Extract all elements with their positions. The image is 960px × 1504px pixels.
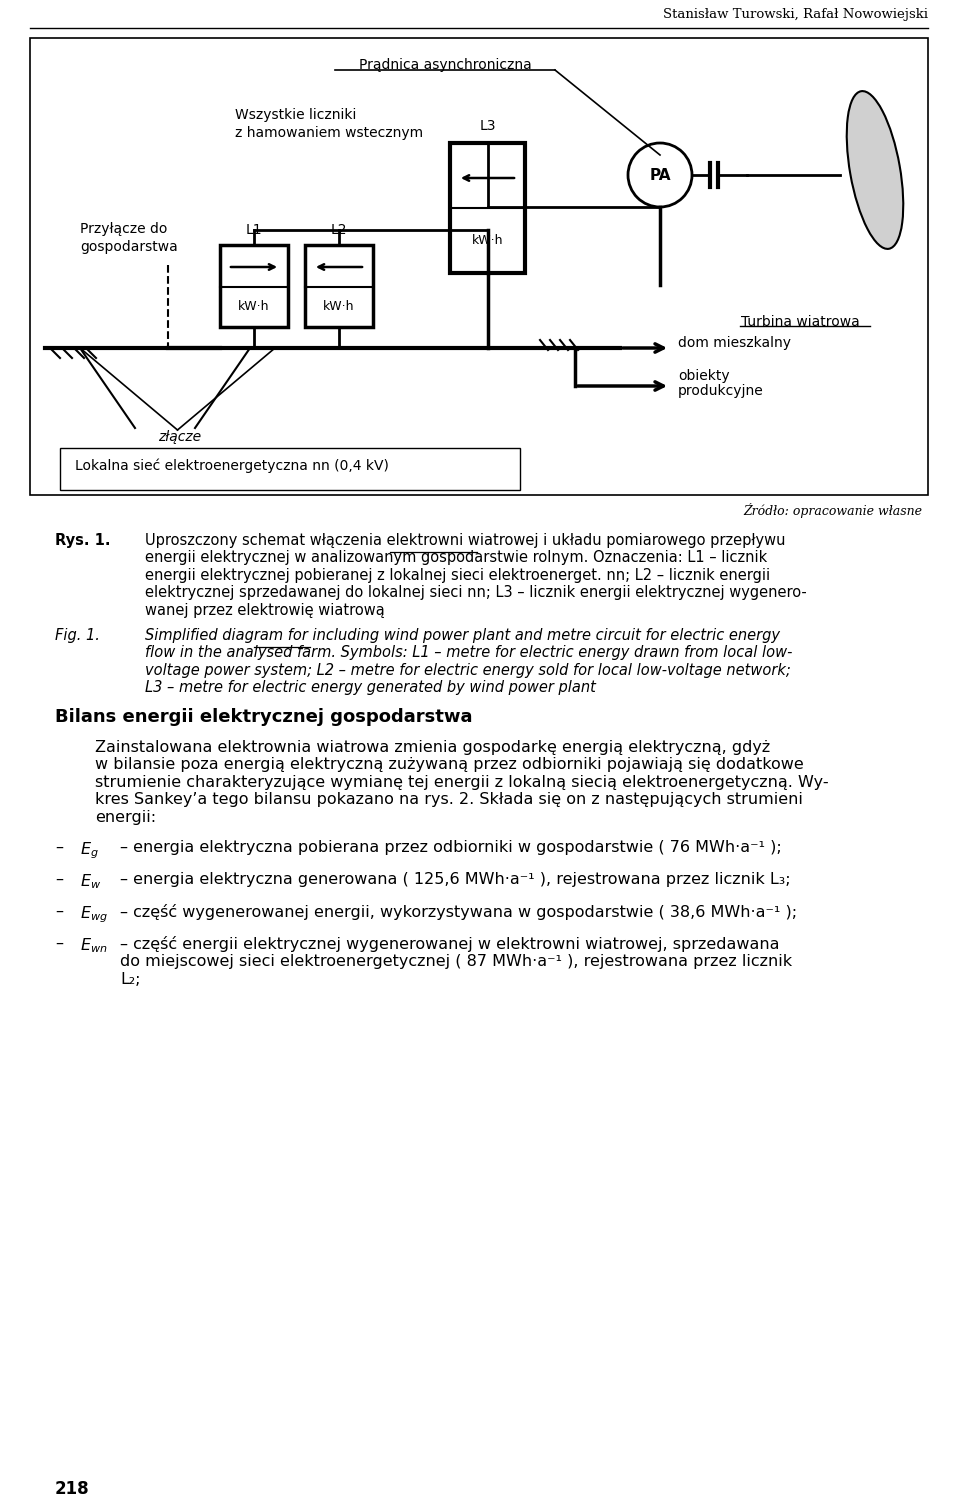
Text: – energia elektryczna pobierana przez odbiorniki w gospodarstwie ( 76 MWh·a⁻¹ );: – energia elektryczna pobierana przez od…: [120, 841, 781, 854]
Bar: [60, 448, 520, 490]
Bar: [305, 245, 373, 326]
Text: $E_{wn}$: $E_{wn}$: [80, 935, 108, 955]
Text: gospodarstwa: gospodarstwa: [80, 241, 178, 254]
Circle shape: [628, 143, 692, 208]
Text: złącze: złącze: [158, 430, 202, 444]
Bar: [30, 38, 928, 495]
Text: L3: L3: [479, 119, 495, 132]
Text: – część energii elektrycznej wygenerowanej w elektrowni wiatrowej, sprzedawana
d: – część energii elektrycznej wygenerowan…: [120, 935, 792, 987]
Text: – energia elektryczna generowana ( 125,6 MWh·a⁻¹ ), rejestrowana przez licznik L: – energia elektryczna generowana ( 125,6…: [120, 872, 791, 887]
Text: z hamowaniem wstecznym: z hamowaniem wstecznym: [235, 126, 423, 140]
Text: L1: L1: [246, 223, 262, 238]
Text: Zainstalowana elektrownia wiatrowa zmienia gospodarkę energią elektryczną, gdyż
: Zainstalowana elektrownia wiatrowa zmien…: [95, 740, 828, 824]
Text: PA: PA: [649, 167, 671, 182]
Text: – część wygenerowanej energii, wykorzystywana w gospodarstwie ( 38,6 MWh·a⁻¹ );: – część wygenerowanej energii, wykorzyst…: [120, 904, 797, 920]
Text: Wszystkie liczniki: Wszystkie liczniki: [235, 108, 356, 122]
Text: –: –: [55, 872, 63, 887]
Ellipse shape: [847, 92, 903, 248]
Text: Lokalna sieć elektroenergetyczna nn (0,4 kV): Lokalna sieć elektroenergetyczna nn (0,4…: [75, 459, 389, 474]
Text: $E_g$: $E_g$: [80, 841, 99, 860]
Text: Źródło: opracowanie własne: Źródło: opracowanie własne: [743, 502, 922, 517]
Text: 218: 218: [55, 1480, 89, 1498]
Text: Uproszczony schemat włączenia elektrowni wiatrowej i układu pomiarowego przepływ: Uproszczony schemat włączenia elektrowni…: [145, 532, 806, 618]
Text: $E_w$: $E_w$: [80, 872, 101, 890]
Bar: [220, 245, 288, 326]
Text: Rys. 1.: Rys. 1.: [55, 532, 110, 547]
Text: –: –: [55, 904, 63, 919]
Text: kW·h: kW·h: [324, 301, 355, 313]
Text: produkcyjne: produkcyjne: [678, 384, 764, 399]
Text: Fig. 1.: Fig. 1.: [55, 629, 100, 644]
Text: $E_{wg}$: $E_{wg}$: [80, 904, 108, 925]
Bar: [450, 143, 525, 274]
Text: Prądnica asynchroniczna: Prądnica asynchroniczna: [359, 59, 532, 72]
Text: Turbina wiatrowa: Turbina wiatrowa: [740, 314, 859, 329]
Text: Stanisław Turowski, Rafał Nowowiejski: Stanisław Turowski, Rafał Nowowiejski: [663, 8, 928, 21]
Text: kW·h: kW·h: [238, 301, 270, 313]
Text: –: –: [55, 841, 63, 854]
Text: kW·h: kW·h: [471, 235, 503, 248]
Text: Przyłącze do: Przyłącze do: [80, 223, 167, 236]
Text: dom mieszkalny: dom mieszkalny: [678, 335, 791, 350]
Text: obiekty: obiekty: [678, 368, 730, 384]
Text: –: –: [55, 935, 63, 951]
Text: L2: L2: [331, 223, 348, 238]
Text: Simplified diagram for including wind power plant and metre circuit for electric: Simplified diagram for including wind po…: [145, 629, 792, 695]
Text: Bilans energii elektrycznej gospodarstwa: Bilans energii elektrycznej gospodarstwa: [55, 708, 472, 726]
